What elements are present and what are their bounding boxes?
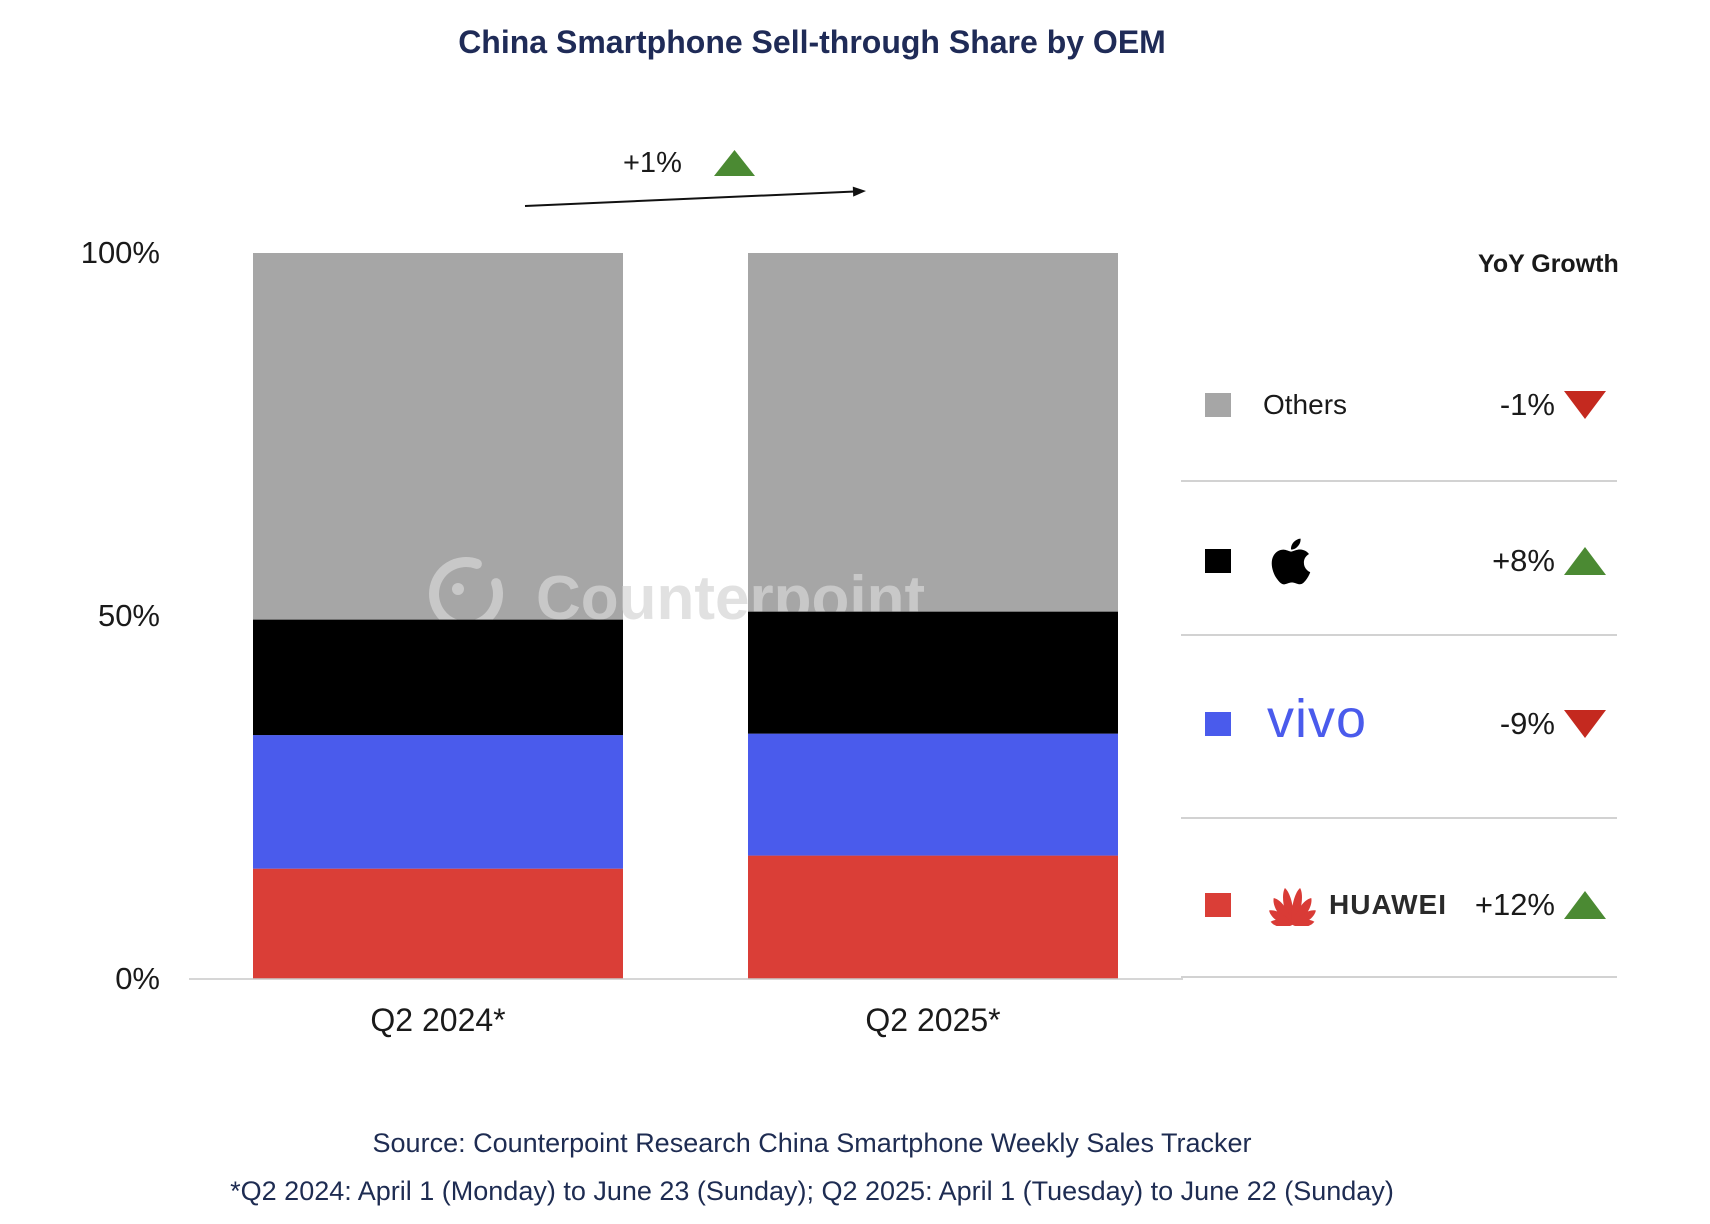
legend-swatch-vivo	[1205, 712, 1231, 736]
bar-segments-back	[253, 253, 1118, 620]
legend-row-huawei: HUAWEI +12%	[1183, 865, 1617, 945]
huawei-petals	[1269, 887, 1316, 926]
bar-segment-vivo-q2-2024	[253, 735, 623, 869]
petal	[1269, 910, 1293, 925]
legend-label-others: Others	[1263, 389, 1348, 420]
bar-segment-apple-q2-2025	[748, 611, 1118, 734]
x-tick-label-q2-2024: Q2 2024*	[370, 1002, 506, 1038]
counterpoint-logo-ring	[429, 557, 503, 631]
x-tick-label-q2-2025: Q2 2025*	[865, 1002, 1001, 1038]
yoy-growth-value-apple: +8%	[1492, 543, 1555, 578]
yoy-growth-value-huawei: +12%	[1474, 887, 1555, 922]
legend-row-vivo: vivo -9%	[1183, 684, 1617, 764]
trend-up-triangle-icon	[1564, 891, 1606, 919]
petal	[1291, 887, 1302, 925]
vivo-wordmark: vivo	[1267, 689, 1368, 749]
apple-logo-icon	[1271, 538, 1311, 585]
total-change-arrow-line	[524, 190, 856, 207]
bar-segment-others-q2-2025	[748, 253, 1118, 612]
chart-title: China Smartphone Sell-through Share by O…	[458, 24, 1166, 60]
legend-row-others: Others -1%	[1183, 365, 1617, 445]
bar-segment-vivo-q2-2025	[748, 733, 1118, 856]
counterpoint-logo-dot	[452, 583, 464, 595]
triangle-shape	[714, 150, 755, 176]
huawei-flower-logo-icon	[1269, 887, 1316, 926]
y-tick-label-50: 50%	[97, 598, 160, 633]
petal	[1292, 919, 1315, 926]
counterpoint-logo-icon	[429, 557, 503, 631]
trend-up-triangle-icon	[1564, 547, 1606, 575]
legend-title: YoY Growth	[1478, 250, 1619, 278]
yoy-growth-value-others: -1%	[1499, 387, 1555, 422]
legend-divider	[1181, 480, 1617, 482]
yoy-growth-value-vivo: -9%	[1499, 706, 1555, 741]
bar-segment-huawei-q2-2025	[748, 855, 1118, 979]
legend-divider	[1181, 634, 1617, 636]
total-change-arrow	[524, 186, 866, 207]
arrowhead-icon	[852, 186, 866, 197]
petal	[1292, 910, 1316, 925]
triangle-shape	[1564, 891, 1606, 919]
legend-divider	[1181, 817, 1617, 819]
bar-segment-others-q2-2024	[253, 253, 623, 620]
legend-divider	[1181, 976, 1617, 978]
legend-swatch-others	[1205, 393, 1231, 417]
bar-segment-huawei-q2-2024	[253, 868, 623, 979]
total-change-label: +1%	[623, 147, 682, 179]
legend-row-apple: +8%	[1183, 521, 1617, 601]
legend-swatch-huawei	[1205, 893, 1231, 917]
source-note: Source: Counterpoint Research China Smar…	[372, 1128, 1252, 1158]
triangle-shape	[1564, 710, 1606, 738]
trend-up-triangle-icon	[714, 150, 755, 176]
bar-segments-front	[253, 611, 1118, 979]
petal	[1273, 897, 1293, 925]
triangle-shape	[1564, 547, 1606, 575]
trend-down-triangle-icon	[1564, 391, 1606, 419]
huawei-wordmark: HUAWEI	[1329, 889, 1447, 920]
apple-logo-shape	[1271, 538, 1311, 585]
legend-swatch-apple	[1205, 549, 1231, 573]
trend-down-triangle-icon	[1564, 710, 1606, 738]
y-tick-label-100: 100%	[80, 235, 160, 270]
petal	[1270, 919, 1293, 926]
period-footnote: *Q2 2024: April 1 (Monday) to June 23 (S…	[230, 1176, 1394, 1206]
y-tick-label-0: 0%	[115, 961, 160, 996]
triangle-shape	[1564, 391, 1606, 419]
bar-segment-apple-q2-2024	[253, 619, 623, 736]
petal	[1283, 887, 1294, 925]
petal	[1292, 897, 1312, 925]
